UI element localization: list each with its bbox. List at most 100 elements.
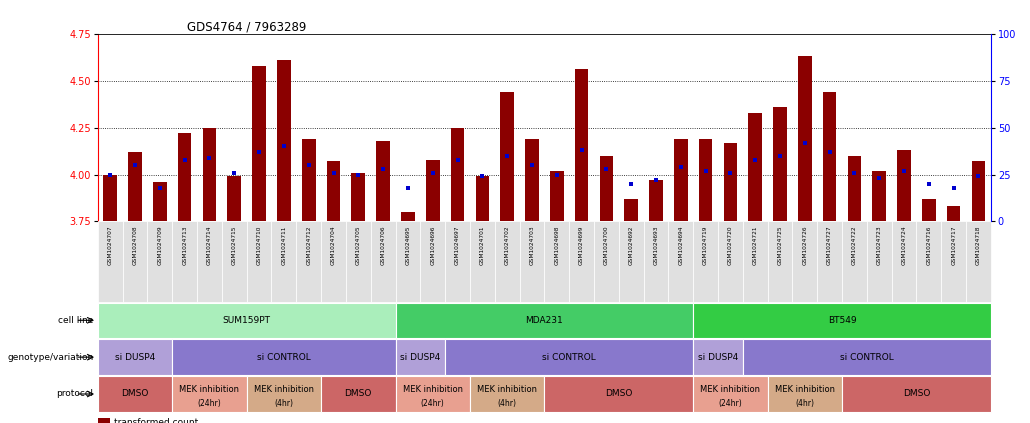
- FancyBboxPatch shape: [420, 222, 445, 302]
- Point: [747, 156, 763, 163]
- Text: MEK inhibition: MEK inhibition: [477, 385, 538, 394]
- Bar: [971, 162, 986, 222]
- Bar: [401, 212, 415, 222]
- Point: [673, 164, 689, 170]
- Text: DMSO: DMSO: [122, 390, 148, 398]
- FancyBboxPatch shape: [767, 222, 792, 302]
- FancyBboxPatch shape: [172, 339, 396, 375]
- Bar: [178, 133, 192, 222]
- Text: GSM1024715: GSM1024715: [232, 225, 237, 265]
- Bar: [550, 171, 563, 222]
- Text: si CONTROL: si CONTROL: [258, 353, 311, 362]
- Text: SUM159PT: SUM159PT: [222, 316, 271, 325]
- Text: GSM1024703: GSM1024703: [529, 225, 535, 265]
- Text: (24hr): (24hr): [421, 399, 445, 408]
- Bar: [476, 176, 489, 222]
- FancyBboxPatch shape: [767, 376, 842, 412]
- Point: [226, 169, 242, 176]
- Bar: [376, 141, 390, 222]
- FancyBboxPatch shape: [668, 222, 693, 302]
- Bar: [525, 139, 539, 222]
- Point: [251, 148, 268, 155]
- Bar: [426, 159, 440, 222]
- Text: genotype/variation: genotype/variation: [7, 353, 94, 362]
- Text: GSM1024722: GSM1024722: [852, 225, 857, 265]
- Bar: [252, 66, 266, 222]
- Text: GSM1024720: GSM1024720: [728, 225, 733, 265]
- Text: MDA231: MDA231: [525, 316, 563, 325]
- Point: [102, 171, 118, 178]
- Text: si DUSP4: si DUSP4: [115, 353, 156, 362]
- Text: GSM1024709: GSM1024709: [158, 225, 163, 265]
- Text: (24hr): (24hr): [198, 399, 221, 408]
- FancyBboxPatch shape: [941, 222, 966, 302]
- Text: GSM1024721: GSM1024721: [753, 225, 758, 265]
- Text: GSM1024718: GSM1024718: [976, 225, 981, 265]
- Point: [176, 156, 193, 163]
- Text: GSM1024707: GSM1024707: [108, 225, 112, 265]
- Point: [350, 171, 367, 178]
- FancyBboxPatch shape: [470, 222, 494, 302]
- Bar: [451, 128, 465, 222]
- FancyBboxPatch shape: [172, 222, 197, 302]
- Bar: [277, 60, 290, 222]
- FancyBboxPatch shape: [321, 376, 396, 412]
- Text: DMSO: DMSO: [605, 390, 632, 398]
- FancyBboxPatch shape: [470, 376, 544, 412]
- Point: [449, 156, 466, 163]
- FancyBboxPatch shape: [867, 222, 892, 302]
- Point: [375, 165, 391, 172]
- Bar: [624, 199, 638, 222]
- Text: GSM1024706: GSM1024706: [381, 225, 385, 265]
- Bar: [823, 92, 836, 222]
- Point: [771, 152, 788, 159]
- Bar: [103, 175, 117, 222]
- Point: [325, 169, 342, 176]
- FancyBboxPatch shape: [570, 222, 594, 302]
- Text: GDS4764 / 7963289: GDS4764 / 7963289: [187, 21, 307, 34]
- Bar: [724, 143, 737, 222]
- FancyBboxPatch shape: [544, 222, 570, 302]
- FancyBboxPatch shape: [445, 222, 470, 302]
- Point: [847, 169, 863, 176]
- Text: GSM1024710: GSM1024710: [256, 225, 262, 265]
- Point: [474, 173, 490, 180]
- Text: GSM1024723: GSM1024723: [877, 225, 882, 265]
- Text: (4hr): (4hr): [795, 399, 815, 408]
- Text: GSM1024726: GSM1024726: [802, 225, 808, 265]
- FancyBboxPatch shape: [172, 376, 247, 412]
- FancyBboxPatch shape: [693, 302, 991, 338]
- Text: GSM1024717: GSM1024717: [951, 225, 956, 265]
- Bar: [798, 56, 812, 222]
- Bar: [897, 150, 911, 222]
- FancyBboxPatch shape: [98, 376, 172, 412]
- FancyBboxPatch shape: [272, 222, 297, 302]
- Point: [970, 173, 987, 180]
- Bar: [649, 180, 662, 222]
- Bar: [129, 152, 142, 222]
- Point: [946, 184, 962, 191]
- FancyBboxPatch shape: [743, 339, 991, 375]
- Text: si CONTROL: si CONTROL: [839, 353, 894, 362]
- FancyBboxPatch shape: [98, 339, 172, 375]
- FancyBboxPatch shape: [396, 376, 470, 412]
- Bar: [848, 156, 861, 222]
- FancyBboxPatch shape: [445, 339, 693, 375]
- FancyBboxPatch shape: [842, 376, 991, 412]
- Point: [301, 162, 317, 168]
- Point: [400, 184, 416, 191]
- Text: (4hr): (4hr): [274, 399, 294, 408]
- Bar: [774, 107, 787, 222]
- Point: [722, 169, 739, 176]
- Text: GSM1024719: GSM1024719: [703, 225, 708, 265]
- FancyBboxPatch shape: [743, 222, 767, 302]
- Bar: [327, 162, 340, 222]
- Point: [648, 177, 664, 184]
- Point: [921, 181, 937, 187]
- FancyBboxPatch shape: [917, 222, 941, 302]
- Point: [424, 169, 441, 176]
- FancyBboxPatch shape: [98, 302, 396, 338]
- FancyBboxPatch shape: [519, 222, 544, 302]
- Bar: [575, 69, 588, 222]
- Text: DMSO: DMSO: [902, 390, 930, 398]
